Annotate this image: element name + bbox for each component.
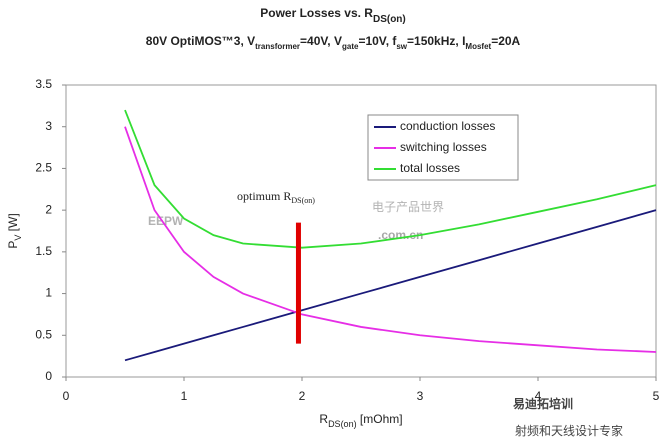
x-tick-label: 0: [63, 389, 70, 403]
x-tick-label: 4: [535, 389, 542, 403]
chart-subtitle-part: 80V OptiMOS™3, V: [146, 34, 255, 48]
watermark: 射频和天线设计专家: [515, 423, 623, 438]
legend-label: total losses: [400, 161, 460, 175]
chart-subtitle-part: gate: [342, 42, 359, 51]
x-tick-label: 2: [299, 389, 306, 403]
chart-subtitle: 80V OptiMOS™3, Vtransformer=40V, Vgate=1…: [146, 34, 521, 50]
y-axis-label-part: V: [13, 235, 23, 241]
x-tick-label: 1: [181, 389, 188, 403]
chart-subtitle-part: =10V, f: [358, 34, 397, 48]
watermark: 易迪拓培训: [513, 396, 573, 411]
y-tick-label: 1: [45, 286, 52, 300]
chart-subtitle-part: =20A: [491, 34, 520, 48]
plot-area: [65, 84, 657, 378]
y-tick-label: 1.5: [35, 244, 52, 258]
chart-subtitle-part: =40V, V: [300, 34, 342, 48]
chart-subtitle-part: =150kHz, I: [407, 34, 465, 48]
chart-title-part: Power Losses vs. R: [260, 6, 373, 20]
y-tick-label: 0: [45, 369, 52, 383]
annotation-text: optimum RDS(on): [237, 189, 315, 206]
x-axis-label-part: R: [319, 412, 328, 426]
y-axis-label-part: P: [6, 241, 20, 249]
y-axis-label: PV [W]: [6, 213, 23, 248]
annotation-text-part: optimum R: [237, 189, 291, 203]
chart-subtitle-part: sw: [396, 42, 407, 51]
x-tick-label: 5: [653, 389, 660, 403]
annotation-text-part: DS(on): [291, 196, 315, 205]
legend-label: switching losses: [400, 140, 487, 154]
y-tick-label: 2: [45, 202, 52, 216]
x-axis-label-part: [mOhm]: [357, 412, 403, 426]
legend-label: conduction losses: [400, 119, 495, 133]
chart-subtitle-part: Mosfet: [465, 42, 491, 51]
chart-subtitle-part: transformer: [255, 42, 300, 51]
chart-title: Power Losses vs. RDS(on): [260, 6, 406, 25]
x-axis-label: RDS(on) [mOhm]: [319, 412, 402, 429]
series-line: [124, 109, 657, 249]
y-axis-label-part: [W]: [6, 213, 20, 234]
y-tick-label: 2.5: [35, 161, 52, 175]
series-line: [124, 209, 657, 362]
y-tick-label: 0.5: [35, 327, 52, 341]
x-axis-label-part: DS(on): [328, 419, 357, 429]
chart-title-part: DS(on): [373, 14, 406, 25]
watermark: EEPW: [148, 214, 184, 228]
x-tick-label: 3: [417, 389, 424, 403]
y-tick-label: 3.5: [35, 77, 52, 91]
series-line: [124, 126, 657, 353]
y-tick-label: 3: [45, 119, 52, 133]
watermark: 电子产品世界: [372, 200, 444, 214]
